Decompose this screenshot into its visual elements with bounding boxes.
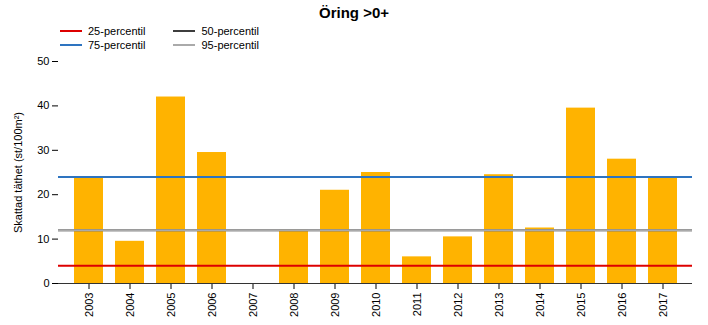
svg-text:2003: 2003: [83, 293, 95, 317]
svg-text:2007: 2007: [247, 293, 259, 317]
html-text:25-percentil: 25-percentil: [88, 25, 146, 37]
html-text:Öring >0+: Öring >0+: [319, 4, 389, 21]
svg-text:2010: 2010: [370, 293, 382, 317]
svg-text:2011: 2011: [411, 293, 423, 317]
html-text:95-percentil: 95-percentil: [201, 39, 259, 51]
svg-text:2016: 2016: [616, 293, 628, 317]
html-text:50-percentil: 50-percentil: [201, 25, 259, 37]
svg-text:10: 10: [37, 233, 49, 245]
svg-text:2015: 2015: [575, 293, 587, 317]
svg-text:2014: 2014: [534, 293, 546, 317]
svg-text:50: 50: [37, 55, 49, 67]
svg-text:30: 30: [37, 144, 49, 156]
svg-text:2013: 2013: [493, 293, 505, 317]
html-text:75-percentil: 75-percentil: [88, 39, 146, 51]
svg-text:2009: 2009: [329, 293, 341, 317]
svg-text:Skattad täthet (st/100m²): Skattad täthet (st/100m²): [12, 112, 24, 233]
svg-text:2004: 2004: [124, 293, 136, 317]
svg-text:2005: 2005: [165, 293, 177, 317]
svg-text:20: 20: [37, 188, 49, 200]
svg-text:2008: 2008: [288, 293, 300, 317]
svg-text:2012: 2012: [452, 293, 464, 317]
svg-text:40: 40: [37, 99, 49, 111]
svg-text:0: 0: [43, 277, 49, 289]
svg-text:2017: 2017: [657, 293, 669, 317]
svg-text:2006: 2006: [206, 293, 218, 317]
